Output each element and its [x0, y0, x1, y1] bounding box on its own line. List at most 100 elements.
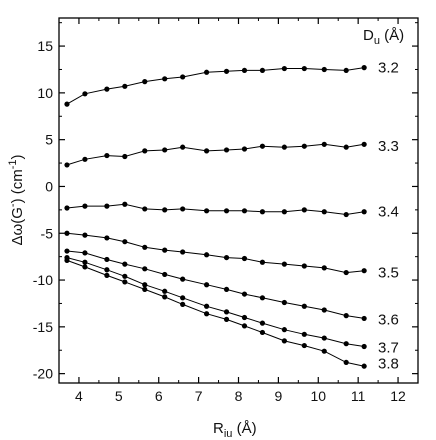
data-point [64, 230, 70, 236]
data-point [162, 271, 168, 278]
data-point [104, 86, 110, 92]
data-point [122, 279, 128, 285]
axis-ticks [58, 18, 418, 383]
y-tick-label: -15 [33, 319, 53, 335]
series-3.6 [64, 248, 367, 322]
series-label: 3.5 [378, 265, 399, 282]
data-point [122, 201, 128, 207]
data-point [259, 143, 266, 149]
data-point [223, 147, 230, 153]
data-point [64, 257, 70, 263]
data-point [180, 144, 186, 150]
x-tick-label: 9 [274, 388, 282, 404]
data-point [82, 156, 88, 162]
data-point [82, 264, 88, 270]
data-point [162, 288, 168, 294]
series-line [66, 203, 365, 216]
data-point [223, 208, 230, 214]
data-point [180, 74, 186, 80]
series-3.8 [64, 257, 367, 369]
series-line [66, 259, 365, 367]
data-point [104, 272, 110, 278]
data-point [343, 269, 349, 276]
y-tick-label: 10 [37, 85, 53, 101]
y-tick-label: 5 [45, 132, 53, 148]
data-point [281, 144, 287, 150]
data-point [361, 268, 367, 274]
data-point [122, 261, 128, 267]
data-point [104, 152, 110, 159]
data-point [203, 303, 210, 309]
data-point [104, 267, 110, 273]
x-tick-label: 12 [390, 388, 406, 404]
data-point [241, 323, 248, 329]
data-point [343, 144, 349, 150]
series-label: 3.8 [378, 355, 399, 372]
data-point [122, 273, 128, 279]
data-point [203, 252, 210, 258]
data-point [281, 327, 287, 333]
data-point [281, 299, 287, 306]
y-axis-title: Δω(G-) (cm-1) [7, 154, 26, 245]
x-axis-title: Riu (Å) [213, 420, 257, 440]
y-tick-label: 15 [37, 38, 53, 54]
data-point [343, 341, 349, 347]
data-point [321, 66, 327, 73]
series-label: 3.3 [378, 138, 399, 155]
data-point [82, 259, 88, 265]
data-point [241, 208, 248, 214]
data-point [223, 68, 230, 74]
series-label: 3.7 [378, 340, 399, 357]
data-point [203, 282, 210, 288]
tick-labels: 4 5 6 7 8 9 10 11 12 15 10 5 0 -5 -10 -15 -20 [33, 38, 406, 404]
series-layer [64, 65, 367, 369]
data-point [259, 329, 266, 336]
data-point [64, 162, 70, 168]
data-point [241, 255, 248, 262]
legend-title: Du (Å) [363, 27, 404, 47]
x-tick-label: 11 [351, 388, 366, 404]
data-point [142, 266, 148, 272]
data-point [64, 205, 70, 211]
data-point [361, 209, 367, 215]
data-point [343, 313, 349, 319]
data-point [142, 244, 148, 250]
data-point [321, 141, 327, 147]
data-point [281, 65, 287, 72]
data-point [203, 311, 210, 317]
data-point [259, 320, 266, 326]
data-point [82, 91, 88, 97]
data-point [361, 65, 367, 71]
data-point [281, 261, 287, 267]
data-point [162, 247, 168, 253]
data-point [321, 348, 327, 354]
series-label: 3.2 [378, 60, 399, 77]
data-point [223, 309, 230, 315]
series-3.4 [64, 201, 367, 218]
y-tick-label: -5 [41, 225, 54, 241]
data-point [259, 209, 266, 215]
series-label: 3.4 [378, 204, 399, 221]
series-line [66, 250, 365, 319]
series-line [66, 143, 365, 166]
series-line [66, 232, 365, 274]
data-point [203, 148, 210, 154]
data-point [142, 282, 148, 288]
data-point [259, 259, 266, 265]
data-point [180, 276, 186, 282]
y-tick-label: -20 [33, 366, 53, 382]
x-tick-label: 6 [155, 388, 163, 404]
data-point [321, 335, 327, 341]
data-point [301, 331, 307, 337]
x-tick-label: 10 [310, 388, 326, 404]
data-point [301, 207, 307, 213]
data-point [241, 291, 248, 297]
data-point [281, 209, 287, 215]
data-point [301, 303, 307, 309]
data-point [361, 343, 367, 350]
series-3.3 [64, 141, 367, 168]
data-point [162, 76, 168, 82]
data-point [142, 148, 148, 154]
series-label: 3.6 [378, 311, 399, 328]
